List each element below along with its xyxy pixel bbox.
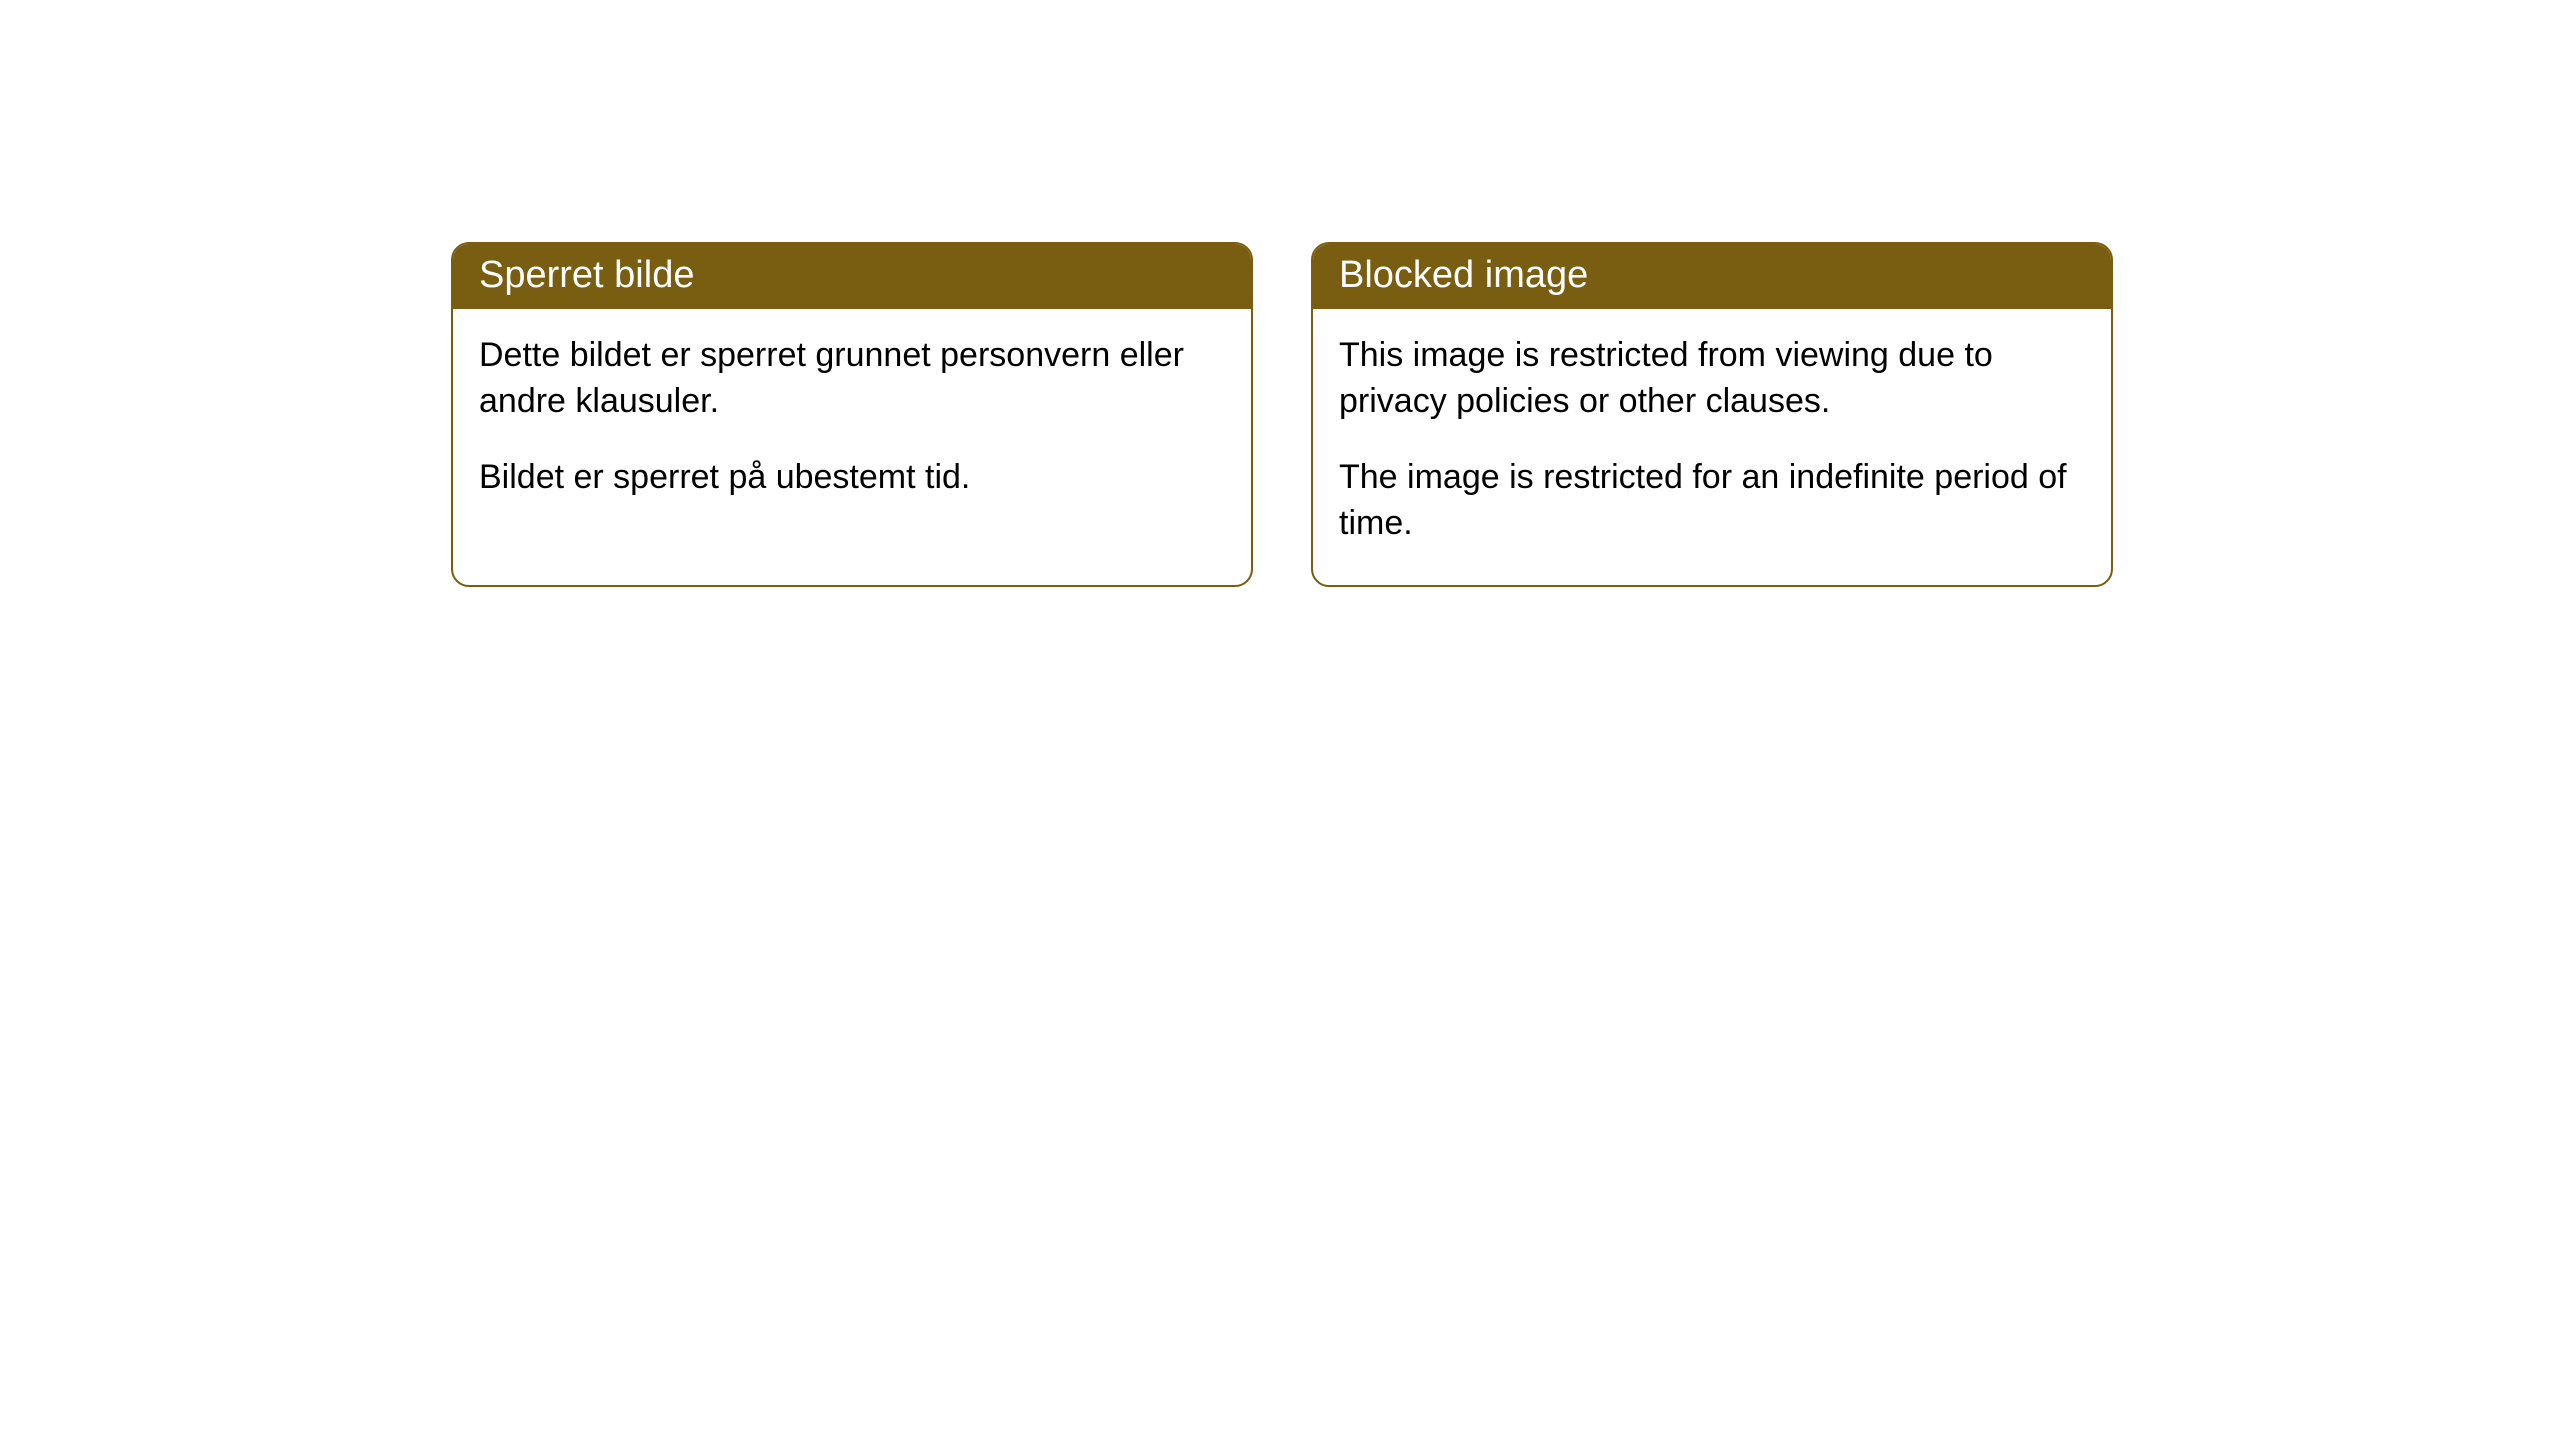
card-header-norwegian: Sperret bilde bbox=[453, 244, 1251, 309]
card-norwegian: Sperret bilde Dette bildet er sperret gr… bbox=[451, 242, 1253, 587]
card-text-english-2: The image is restricted for an indefinit… bbox=[1339, 455, 2085, 547]
card-body-english: This image is restricted from viewing du… bbox=[1313, 309, 2111, 585]
card-english: Blocked image This image is restricted f… bbox=[1311, 242, 2113, 587]
card-body-norwegian: Dette bildet er sperret grunnet personve… bbox=[453, 309, 1251, 539]
card-text-norwegian-2: Bildet er sperret på ubestemt tid. bbox=[479, 455, 1225, 501]
card-text-english-1: This image is restricted from viewing du… bbox=[1339, 333, 2085, 425]
card-text-norwegian-1: Dette bildet er sperret grunnet personve… bbox=[479, 333, 1225, 425]
card-header-english: Blocked image bbox=[1313, 244, 2111, 309]
cards-container: Sperret bilde Dette bildet er sperret gr… bbox=[0, 0, 2560, 587]
